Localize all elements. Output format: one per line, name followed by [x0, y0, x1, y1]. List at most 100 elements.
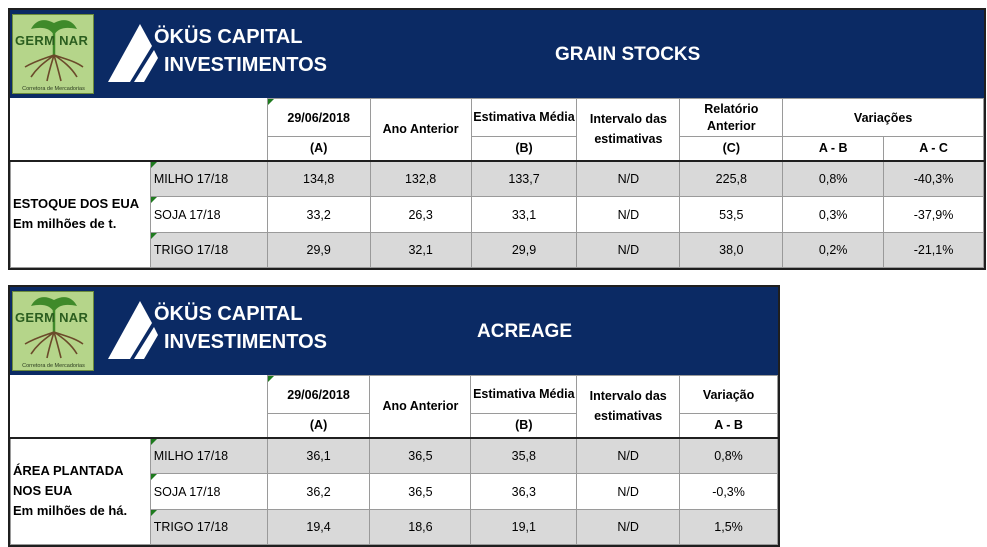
col-header-report: Relatório Anterior: [679, 98, 784, 137]
sub-a: (A): [266, 136, 371, 162]
logo-subtitle: Corretora de Mercadorias: [22, 363, 85, 369]
row-label-line-1: ÁREA PLANTADA: [13, 463, 124, 479]
col-header-date: 29/06/2018: [266, 375, 371, 414]
value-b: 29,9: [470, 232, 578, 268]
plant-icon: [24, 20, 84, 82]
logo-subtitle: Corretora de Mercadorias: [22, 86, 85, 92]
col-header-est: Estimativa Média: [470, 98, 578, 137]
col-header-date: 29/06/2018: [266, 98, 371, 137]
row-label-line-1: ESTOQUE DOS EUA: [13, 196, 140, 212]
okus-brand: ÖKÜS CAPITAL INVESTIMENTOS: [106, 297, 327, 367]
value-range: N/D: [576, 437, 681, 474]
value-c: 38,0: [679, 232, 784, 268]
row-group-label: ESTOQUE DOS EUA Em milhões de t.: [10, 160, 151, 268]
brand-line-1: ÖKÜS CAPITAL: [154, 303, 303, 325]
row-group-label: ÁREA PLANTADA NOS EUA Em milhões de há.: [10, 437, 151, 545]
col-header-range: Intervalo das estimativas: [576, 98, 681, 162]
value-range: N/D: [576, 509, 681, 545]
grain-stocks-table: 29/06/2018 Ano Anterior Estimativa Média…: [10, 98, 984, 268]
row-label-line-3: Em milhões de há.: [13, 503, 128, 519]
sub-c: (C): [679, 136, 784, 162]
plant-icon: [24, 297, 84, 359]
product-cell: TRIGO 17/18: [149, 232, 268, 268]
sub-b: (B): [470, 413, 578, 439]
grain-stocks-panel: GERM NAR Corretora de Mercadorias ÖKÜS C…: [8, 8, 986, 270]
value-a: 33,2: [266, 196, 371, 233]
table-row: TRIGO 17/18 19,4 18,6 19,1 N/D 1,5%: [11, 509, 778, 545]
header-blank: [10, 98, 268, 162]
table-row: SOJA 17/18 36,2 36,5 36,3 N/D -0,3%: [11, 473, 778, 510]
panel-header: GERM NAR Corretora de Mercadorias ÖKÜS C…: [10, 287, 778, 375]
product-cell: SOJA 17/18: [149, 473, 268, 510]
value-ab: 1,5%: [679, 509, 778, 545]
acreage-table: 29/06/2018 Ano Anterior Estimativa Média…: [10, 375, 778, 545]
col-header-prev: Ano Anterior: [369, 98, 472, 162]
value-prev: 26,3: [369, 196, 472, 233]
acreage-panel: GERM NAR Corretora de Mercadorias ÖKÜS C…: [8, 285, 780, 547]
table-row: ÁREA PLANTADA NOS EUA Em milhões de há. …: [10, 437, 778, 545]
value-b: 19,1: [470, 509, 578, 545]
sub-a: (A): [266, 413, 371, 439]
panel-title: GRAIN STOCKS: [555, 44, 701, 65]
value-ab: -0,3%: [679, 473, 778, 510]
okus-logo-icon: [108, 24, 158, 82]
value-ac: -37,9%: [883, 196, 984, 233]
panel-header: GERM NAR Corretora de Mercadorias ÖKÜS C…: [10, 10, 984, 98]
value-range: N/D: [576, 160, 681, 197]
value-a: 36,1: [266, 437, 371, 474]
value-range: N/D: [576, 232, 681, 268]
table-row: ESTOQUE DOS EUA Em milhões de t. MILHO 1…: [10, 160, 984, 268]
product-cell: MILHO 17/18: [149, 160, 268, 197]
panel-title: ACREAGE: [477, 321, 573, 342]
value-c: 53,5: [679, 196, 784, 233]
col-header-range: Intervalo das estimativas: [576, 375, 681, 439]
value-ab: 0,2%: [782, 232, 885, 268]
value-ab: 0,8%: [679, 437, 778, 474]
row-label-line-2: Em milhões de t.: [13, 216, 117, 232]
table-row: SOJA 17/18 33,2 26,3 33,1 N/D 53,5 0,3% …: [11, 196, 984, 233]
okus-brand: ÖKÜS CAPITAL INVESTIMENTOS: [106, 20, 327, 90]
value-ab: 0,3%: [782, 196, 885, 233]
sub-ab: A - B: [679, 413, 778, 439]
germinar-logo: GERM NAR Corretora de Mercadorias: [12, 14, 94, 94]
value-prev: 18,6: [369, 509, 472, 545]
brand-line-1: ÖKÜS CAPITAL: [154, 26, 303, 48]
value-ac: -40,3%: [883, 160, 984, 197]
brand-line-2: INVESTIMENTOS: [164, 331, 327, 353]
sub-b: (B): [470, 136, 578, 162]
value-a: 134,8: [266, 160, 371, 197]
value-b: 133,7: [470, 160, 578, 197]
product-cell: SOJA 17/18: [149, 196, 268, 233]
value-b: 36,3: [470, 473, 578, 510]
row-label-line-2: NOS EUA: [13, 483, 73, 499]
value-b: 35,8: [470, 437, 578, 474]
sub-ab: A - B: [782, 136, 885, 162]
value-range: N/D: [576, 196, 681, 233]
germinar-logo: GERM NAR Corretora de Mercadorias: [12, 291, 94, 371]
value-prev: 132,8: [369, 160, 472, 197]
value-prev: 36,5: [369, 473, 472, 510]
col-header-variations: Variações: [782, 98, 984, 137]
sub-ac: A - C: [883, 136, 984, 162]
value-a: 19,4: [266, 509, 371, 545]
product-cell: TRIGO 17/18: [149, 509, 268, 545]
col-header-est: Estimativa Média: [470, 375, 578, 414]
value-ac: -21,1%: [883, 232, 984, 268]
value-a: 29,9: [266, 232, 371, 268]
product-cell: MILHO 17/18: [149, 437, 268, 474]
value-a: 36,2: [266, 473, 371, 510]
logo-text: GERM NAR: [15, 33, 89, 48]
table-row: TRIGO 17/18 29,9 32,1 29,9 N/D 38,0 0,2%…: [11, 232, 984, 268]
value-range: N/D: [576, 473, 681, 510]
value-c: 225,8: [679, 160, 784, 197]
col-header-prev: Ano Anterior: [369, 375, 472, 439]
okus-logo-icon: [108, 301, 158, 359]
header-blank: [10, 375, 268, 439]
value-b: 33,1: [470, 196, 578, 233]
logo-text: GERM NAR: [15, 310, 89, 325]
col-header-variation: Variação: [679, 375, 778, 414]
value-prev: 36,5: [369, 437, 472, 474]
value-ab: 0,8%: [782, 160, 885, 197]
brand-line-2: INVESTIMENTOS: [164, 54, 327, 76]
value-prev: 32,1: [369, 232, 472, 268]
